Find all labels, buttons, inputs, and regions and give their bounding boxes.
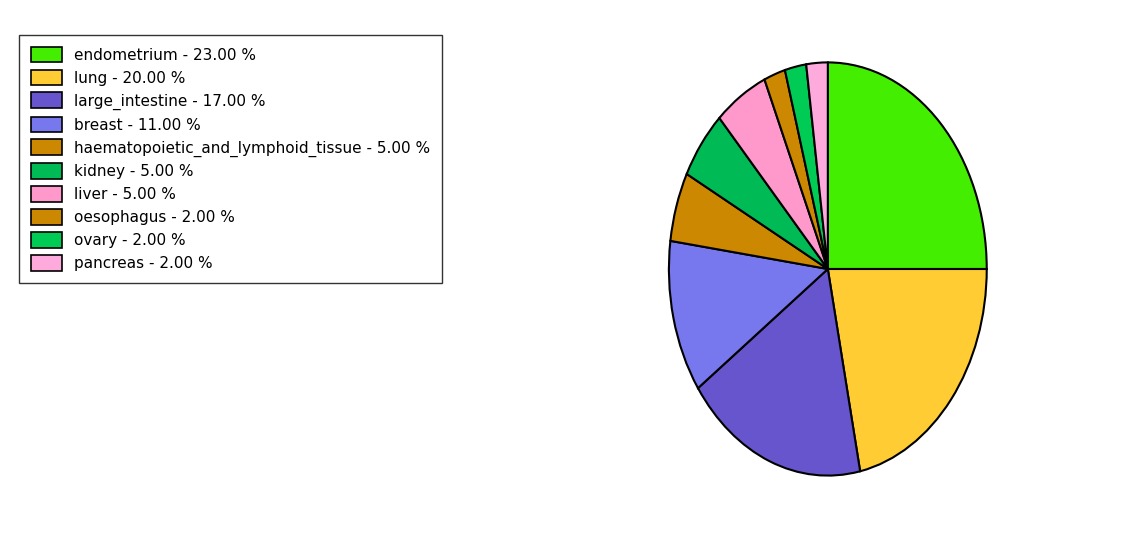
Wedge shape <box>764 70 828 269</box>
Wedge shape <box>828 269 987 471</box>
Legend: endometrium - 23.00 %, lung - 20.00 %, large_intestine - 17.00 %, breast - 11.00: endometrium - 23.00 %, lung - 20.00 %, l… <box>19 34 442 283</box>
Wedge shape <box>699 269 861 476</box>
Wedge shape <box>719 80 828 269</box>
Wedge shape <box>806 62 828 269</box>
Wedge shape <box>687 118 828 269</box>
Wedge shape <box>670 174 828 269</box>
Wedge shape <box>669 241 828 388</box>
Wedge shape <box>785 65 828 269</box>
Wedge shape <box>828 62 987 269</box>
